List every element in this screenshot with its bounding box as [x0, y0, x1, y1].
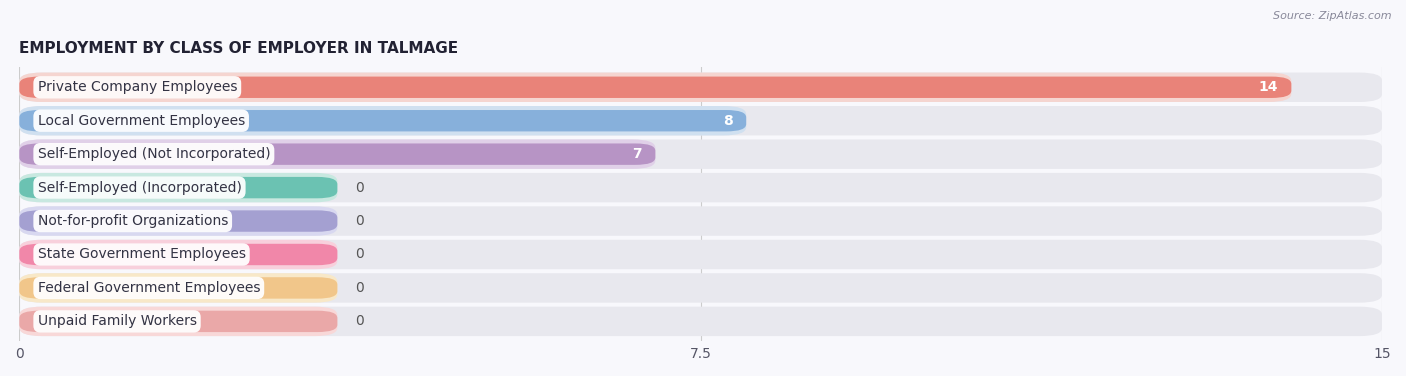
Text: EMPLOYMENT BY CLASS OF EMPLOYER IN TALMAGE: EMPLOYMENT BY CLASS OF EMPLOYER IN TALMA…: [20, 41, 458, 56]
Text: Self-Employed (Incorporated): Self-Employed (Incorporated): [38, 180, 242, 195]
FancyBboxPatch shape: [20, 244, 337, 265]
FancyBboxPatch shape: [20, 110, 747, 132]
FancyBboxPatch shape: [20, 144, 655, 165]
Text: 0: 0: [356, 281, 364, 295]
Text: Self-Employed (Not Incorporated): Self-Employed (Not Incorporated): [38, 147, 270, 161]
FancyBboxPatch shape: [20, 73, 1382, 102]
Text: 7: 7: [633, 147, 641, 161]
FancyBboxPatch shape: [20, 206, 1382, 236]
FancyBboxPatch shape: [20, 240, 337, 269]
Text: 0: 0: [356, 214, 364, 228]
FancyBboxPatch shape: [20, 177, 337, 198]
Text: 8: 8: [723, 114, 733, 128]
Text: 14: 14: [1258, 80, 1278, 94]
FancyBboxPatch shape: [20, 210, 337, 232]
FancyBboxPatch shape: [20, 106, 747, 135]
FancyBboxPatch shape: [20, 206, 337, 236]
FancyBboxPatch shape: [20, 277, 337, 299]
FancyBboxPatch shape: [20, 307, 337, 336]
FancyBboxPatch shape: [20, 106, 1382, 135]
FancyBboxPatch shape: [20, 173, 1382, 202]
FancyBboxPatch shape: [20, 73, 1291, 102]
Text: Unpaid Family Workers: Unpaid Family Workers: [38, 314, 197, 328]
Text: Not-for-profit Organizations: Not-for-profit Organizations: [38, 214, 228, 228]
Text: 0: 0: [356, 247, 364, 261]
Text: Federal Government Employees: Federal Government Employees: [38, 281, 260, 295]
FancyBboxPatch shape: [20, 139, 655, 169]
Text: 0: 0: [356, 180, 364, 195]
Text: Private Company Employees: Private Company Employees: [38, 80, 238, 94]
Text: Local Government Employees: Local Government Employees: [38, 114, 245, 128]
FancyBboxPatch shape: [20, 139, 1382, 169]
Text: 0: 0: [356, 314, 364, 328]
FancyBboxPatch shape: [20, 311, 337, 332]
FancyBboxPatch shape: [20, 173, 337, 202]
Text: Source: ZipAtlas.com: Source: ZipAtlas.com: [1274, 11, 1392, 21]
FancyBboxPatch shape: [20, 273, 337, 303]
FancyBboxPatch shape: [20, 307, 1382, 336]
FancyBboxPatch shape: [20, 240, 1382, 269]
FancyBboxPatch shape: [20, 273, 1382, 303]
Text: State Government Employees: State Government Employees: [38, 247, 246, 261]
FancyBboxPatch shape: [20, 77, 1291, 98]
